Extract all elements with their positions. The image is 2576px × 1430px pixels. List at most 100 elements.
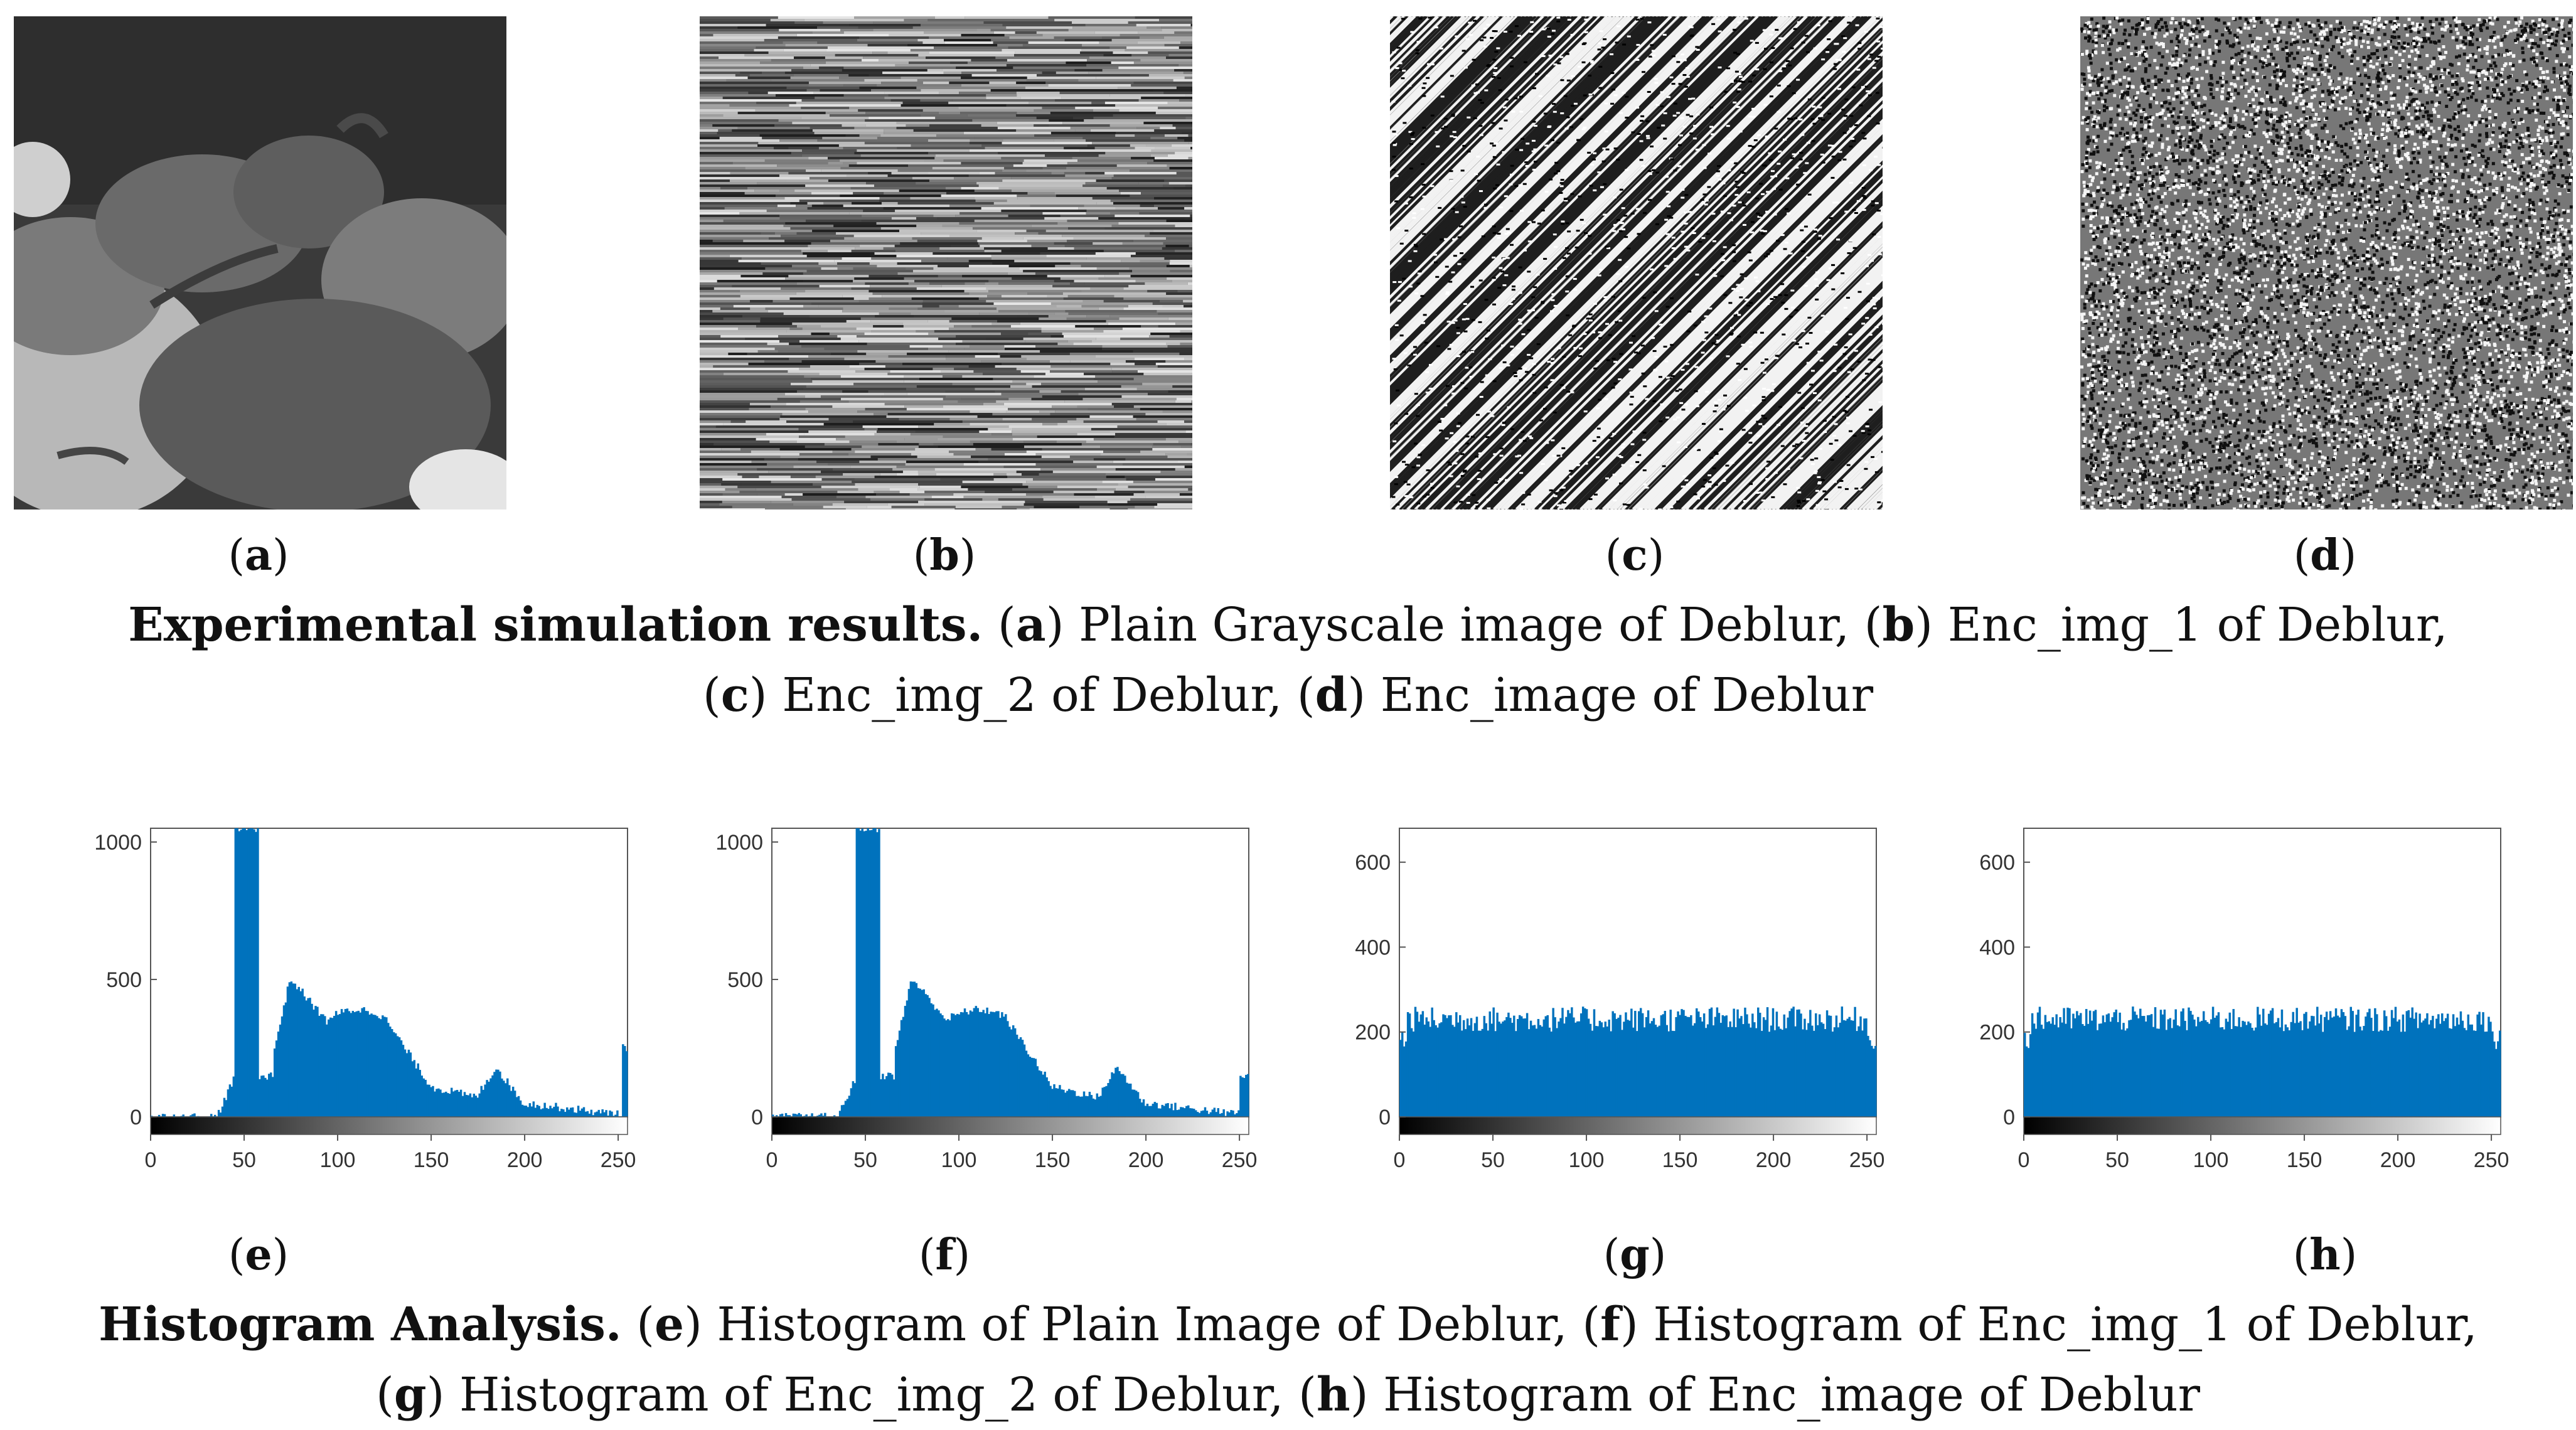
histogram-bar (1720, 1023, 1722, 1117)
histogram-bar (2343, 1012, 2344, 1117)
histogram-bar (460, 1090, 462, 1117)
histogram-bar (1453, 1027, 1455, 1117)
histogram-bar (1852, 1021, 1854, 1117)
histogram-bar (2231, 1029, 2233, 1117)
histogram-bar (1165, 1104, 1167, 1117)
histogram-bar (2260, 1026, 2262, 1117)
histogram-bar (2348, 1027, 2350, 1117)
histogram-bar (919, 989, 921, 1117)
sublabel-g: (g) (1572, 1230, 1697, 1280)
histogram-bar (1714, 1017, 1716, 1117)
histogram-bar (419, 1070, 421, 1117)
histogram-bar (1716, 1008, 1718, 1117)
histogram-bar (1573, 1018, 1574, 1117)
histogram-bar (2152, 1027, 2154, 1117)
histogram-bar (1085, 1096, 1087, 1117)
histogram-bar (1819, 1015, 1820, 1117)
histogram-bar (2335, 1008, 2337, 1117)
grayscale-colorbar (2024, 1117, 2501, 1134)
histogram-bar (260, 1075, 262, 1117)
histogram-bar (1537, 1019, 1539, 1117)
histogram-bar (956, 1014, 958, 1117)
histogram-bar (1613, 1013, 1615, 1117)
histogram-bar (227, 1089, 229, 1117)
histogram-bar (1871, 1046, 1873, 1117)
histogram-bar (2236, 1027, 2238, 1117)
histogram-bar (439, 1089, 441, 1117)
histogram-bar (2486, 1032, 2488, 1117)
histogram-bar (1837, 1027, 1839, 1117)
histogram-bar (1580, 1013, 1582, 1117)
histogram-bar (1008, 1027, 1010, 1117)
histogram-bar (2057, 1027, 2059, 1117)
histogram-bar (1178, 1109, 1180, 1117)
y-tick-label: 0 (130, 1106, 142, 1129)
histogram-bar (1137, 1092, 1139, 1117)
histogram-bar (1474, 1023, 1476, 1117)
histogram-bar (1226, 1111, 1228, 1117)
histogram-bar (370, 1013, 372, 1117)
histogram-bar (1734, 1027, 1736, 1117)
histogram-bar (2164, 1010, 2166, 1117)
histogram-bar (603, 1113, 605, 1117)
histogram-bar (1243, 1078, 1245, 1117)
histogram-bar (516, 1097, 518, 1117)
histogram-bar (591, 1110, 592, 1117)
histogram-bar (447, 1093, 449, 1117)
histogram-bar (1526, 1013, 1528, 1117)
histogram-bar (2066, 1008, 2068, 1117)
histogram-bar (2341, 1009, 2343, 1117)
histogram-bar (1420, 1015, 1422, 1117)
histogram-bar (1668, 1032, 1670, 1117)
histogram-bar (1416, 1011, 1418, 1117)
histogram-bar (1200, 1111, 1202, 1117)
histogram-bar (1091, 1095, 1093, 1117)
histogram-bar (986, 1008, 988, 1117)
histogram-bar (1740, 1016, 1742, 1117)
histogram-bar (1832, 1032, 1834, 1117)
histogram-bar (852, 1081, 854, 1117)
histogram-bar (1675, 1017, 1677, 1117)
histogram-bar (1093, 1099, 1094, 1117)
histogram-bar (1591, 1031, 1593, 1117)
histogram-bar (1204, 1107, 1206, 1117)
histogram-bar (2137, 1018, 2139, 1117)
histogram-bar (2205, 1020, 2206, 1117)
histogram-bar (2327, 1020, 2329, 1117)
histogram-bar (1424, 1025, 1426, 1117)
histogram-bar (2420, 1023, 2422, 1117)
histogram-bar (1677, 1011, 1679, 1117)
histogram-bar (193, 1113, 195, 1117)
histogram-bar (1692, 1025, 1694, 1117)
x-tick-label: 100 (1569, 1148, 1605, 1172)
histogram-bar (525, 1106, 527, 1117)
histogram-bar (1659, 1026, 1660, 1117)
histogram-bar (1018, 1039, 1020, 1117)
histogram-bar (443, 1092, 445, 1117)
x-tick-label: 250 (601, 1148, 636, 1172)
histogram-bar (1064, 1092, 1066, 1117)
histogram-bar (2173, 1020, 2175, 1117)
histogram-bar (383, 1016, 385, 1117)
histogram-bar (2385, 1016, 2387, 1117)
histogram-bar (1627, 1020, 1628, 1117)
histogram-bar (1822, 1024, 1824, 1117)
histogram-bar (2029, 1034, 2031, 1117)
histogram-bar (1696, 1008, 1697, 1117)
histogram-bar (361, 1008, 363, 1117)
histogram-bar (318, 1016, 320, 1117)
histogram-bar (960, 1012, 962, 1117)
histogram-bar (555, 1103, 557, 1117)
histogram-bar (1565, 1017, 1567, 1117)
histogram-bar (2214, 1018, 2216, 1117)
histogram-bar (585, 1112, 587, 1117)
y-tick-label: 600 (1979, 851, 2015, 875)
histogram-bar (2059, 1017, 2061, 1117)
histogram-bar (1152, 1104, 1154, 1117)
histogram-bar (1047, 1081, 1049, 1117)
histogram-bar (296, 990, 298, 1117)
histogram-bar (572, 1107, 574, 1117)
histogram-bar (1489, 1011, 1491, 1117)
histogram-bar (1847, 1019, 1849, 1117)
histogram-bar (1765, 1020, 1766, 1117)
